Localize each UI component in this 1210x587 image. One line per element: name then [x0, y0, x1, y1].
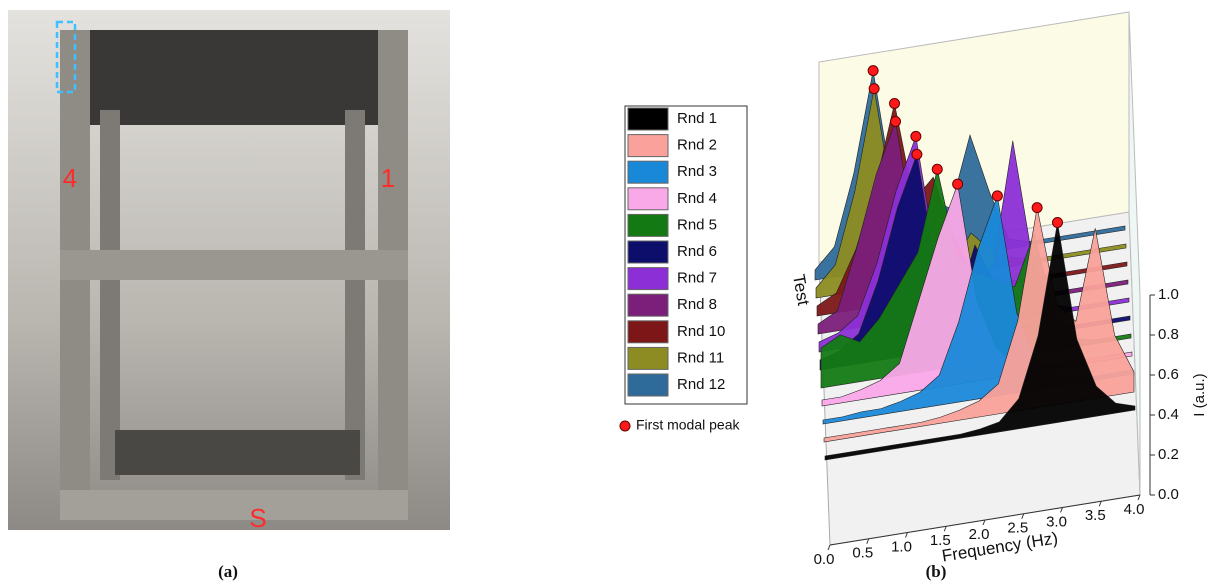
- x-tick-label: 3.5: [1085, 507, 1106, 524]
- x-tick-label: 2.5: [1007, 520, 1028, 537]
- x-tick-label: 3.0: [1046, 513, 1067, 530]
- legend-swatch: [627, 107, 669, 131]
- legend-label: Rnd 4: [677, 190, 717, 207]
- x-tick: [827, 544, 831, 551]
- x-tick: [905, 532, 908, 538]
- legend-swatch: [627, 134, 669, 158]
- peak-marker: [1052, 217, 1063, 228]
- legend-swatch: [627, 373, 669, 397]
- legend-swatch: [627, 293, 669, 317]
- side-wall: [1128, 11, 1141, 496]
- table: [115, 430, 360, 475]
- top-slab: [80, 30, 405, 125]
- legend-label: Rnd 8: [677, 296, 717, 313]
- legend-label: Rnd 10: [677, 323, 725, 340]
- x-tick-label: 1.5: [930, 532, 951, 549]
- x-tick: [1098, 501, 1102, 507]
- x-tick-label: 0.0: [814, 551, 835, 568]
- caption: (b): [926, 562, 947, 581]
- legend-swatch: [627, 160, 669, 184]
- legend-swatch: [627, 267, 669, 291]
- x-axis-label: Frequency (Hz): [941, 528, 1060, 565]
- legend-swatch: [627, 320, 669, 344]
- x-axis: [829, 494, 1141, 546]
- photo-label: 4: [63, 163, 77, 193]
- y-tick-label: 1.0: [1158, 286, 1179, 303]
- peak-marker: [867, 65, 879, 77]
- base-slab: [60, 490, 408, 520]
- column: [100, 110, 120, 480]
- x-tick: [1137, 494, 1141, 501]
- legend-label: Rnd 6: [677, 243, 717, 260]
- legend-swatch: [627, 213, 669, 237]
- legend-label: Rnd 3: [677, 163, 717, 180]
- legend-swatch: [627, 240, 669, 264]
- series-area: [824, 222, 1136, 461]
- peak-marker: [991, 190, 1003, 202]
- x-tick: [1021, 513, 1025, 519]
- photo-label: 1: [381, 163, 395, 193]
- y-tick-label: 0.0: [1158, 486, 1179, 503]
- x-tick: [866, 538, 870, 544]
- legend-marker-label: First modal peak: [636, 417, 740, 433]
- peak-marker: [952, 178, 964, 190]
- peak-marker: [890, 116, 901, 127]
- y-tick-label: 0.4: [1158, 406, 1179, 423]
- y-tick-label: 0.6: [1158, 366, 1179, 383]
- legend-label: Rnd 1: [677, 110, 717, 127]
- legend-label: Rnd 12: [677, 376, 725, 393]
- legend-marker: [619, 420, 631, 432]
- legend-swatch: [627, 346, 669, 370]
- x-tick: [943, 526, 947, 532]
- caption: (a): [218, 562, 238, 581]
- z-axis-label: Test: [789, 273, 813, 307]
- column: [345, 110, 365, 480]
- legend-label: Rnd 2: [677, 137, 717, 154]
- peak-marker: [931, 163, 943, 175]
- photo-label: S: [249, 503, 266, 533]
- photo: 4 1 S: [8, 10, 450, 533]
- peak-marker: [911, 148, 923, 160]
- x-tick-label: 0.5: [852, 545, 873, 562]
- peak-marker: [1031, 202, 1043, 214]
- x-tick-label: 1.0: [891, 538, 912, 555]
- y-axis-label: I (a.u.): [1191, 373, 1208, 416]
- legend-label: Rnd 7: [677, 270, 717, 287]
- x-tick-label: 4.0: [1124, 501, 1145, 518]
- legend-label: Rnd 11: [677, 349, 724, 366]
- x-tick: [1060, 507, 1063, 513]
- mid-slab: [60, 250, 408, 280]
- x-tick-label: 2.0: [969, 526, 990, 543]
- y-tick-label: 0.2: [1158, 446, 1179, 463]
- y-tick-label: 0.8: [1158, 326, 1179, 343]
- peak-marker: [889, 98, 900, 109]
- legend-label: Rnd 5: [677, 216, 717, 233]
- x-tick: [982, 519, 986, 526]
- sensor-box: [55, 20, 77, 94]
- legend-swatch: [627, 187, 669, 211]
- peak-marker: [910, 130, 922, 142]
- peak-marker: [868, 83, 880, 95]
